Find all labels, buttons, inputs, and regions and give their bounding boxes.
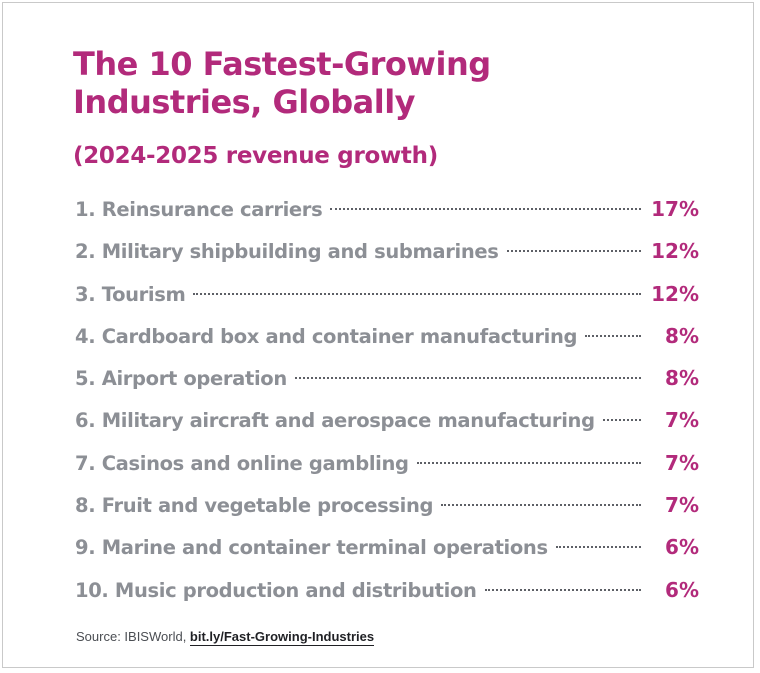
source-link[interactable]: bit.ly/Fast-Growing-Industries bbox=[189, 629, 375, 646]
ranking-row: 10. Music production and distribution 6% bbox=[75, 574, 699, 616]
growth-value: 7% bbox=[665, 408, 699, 433]
growth-value: 17% bbox=[651, 197, 699, 221]
ranking-row: 1. Reinsurance carriers 17% bbox=[75, 193, 699, 235]
industry-label: 6. Military aircraft and aerospace manuf… bbox=[75, 409, 595, 433]
industry-label: 9. Marine and container terminal operati… bbox=[75, 536, 548, 560]
title-line-2: Industries, Globally bbox=[73, 83, 416, 121]
growth-value: 7% bbox=[665, 450, 699, 475]
industry-label: 2. Military shipbuilding and submarines bbox=[75, 240, 499, 264]
ranking-row: 3. Tourism 12% bbox=[75, 278, 699, 320]
dot-leader bbox=[555, 545, 641, 549]
industry-label: 5. Airport operation bbox=[75, 367, 287, 391]
industry-label: 7. Casinos and online gambling bbox=[75, 451, 409, 475]
ranking-row: 4. Cardboard box and container manufactu… bbox=[75, 320, 699, 362]
dot-leader bbox=[602, 418, 641, 422]
industry-label: 1. Reinsurance carriers bbox=[75, 198, 323, 221]
ranking-list: 1. Reinsurance carriers 17% 2. Military sh… bbox=[75, 193, 699, 616]
growth-value: 6% bbox=[665, 577, 699, 602]
chart-frame: The 10 Fastest-Growing Industries, Globa… bbox=[2, 2, 754, 668]
dot-leader bbox=[294, 376, 641, 380]
ranking-row: 8. Fruit and vegetable processing 7% bbox=[75, 489, 699, 531]
industry-label: 8. Fruit and vegetable processing bbox=[75, 494, 434, 518]
industry-label: 4. Cardboard box and container manufactu… bbox=[75, 324, 578, 348]
chart-subtitle: (2024-2025 revenue growth) bbox=[73, 143, 438, 169]
dot-leader bbox=[506, 249, 641, 253]
dot-leader bbox=[441, 503, 641, 507]
dot-leader bbox=[193, 292, 641, 295]
ranking-row: 2. Military shipbuilding and submarines 1… bbox=[75, 235, 699, 277]
ranking-row: 7. Casinos and online gambling 7% bbox=[75, 447, 699, 489]
industry-label: 10. Music production and distribution bbox=[75, 578, 477, 602]
growth-value: 7% bbox=[665, 493, 699, 518]
chart-title: The 10 Fastest-Growing Industries, Globa… bbox=[73, 45, 491, 121]
growth-value: 6% bbox=[665, 535, 699, 560]
growth-value: 8% bbox=[665, 366, 699, 391]
ranking-row: 6. Military aircraft and aerospace manuf… bbox=[75, 404, 699, 446]
ranking-row: 9. Marine and container terminal operati… bbox=[75, 531, 699, 573]
industry-label: 3. Tourism bbox=[75, 282, 186, 306]
ranking-row: 5. Airport operation 8% bbox=[75, 362, 699, 404]
title-line-1: The 10 Fastest-Growing bbox=[73, 45, 491, 83]
growth-value: 12% bbox=[651, 281, 699, 306]
source-prefix: Source: IBISWorld, bbox=[76, 629, 190, 644]
source-note: Source: IBISWorld, bit.ly/Fast-Growing-I… bbox=[76, 629, 375, 646]
dot-leader bbox=[330, 207, 641, 210]
growth-value: 8% bbox=[665, 323, 699, 348]
dot-leader bbox=[416, 461, 641, 464]
dot-leader bbox=[484, 588, 641, 591]
dot-leader bbox=[585, 334, 641, 337]
growth-value: 12% bbox=[651, 239, 699, 264]
